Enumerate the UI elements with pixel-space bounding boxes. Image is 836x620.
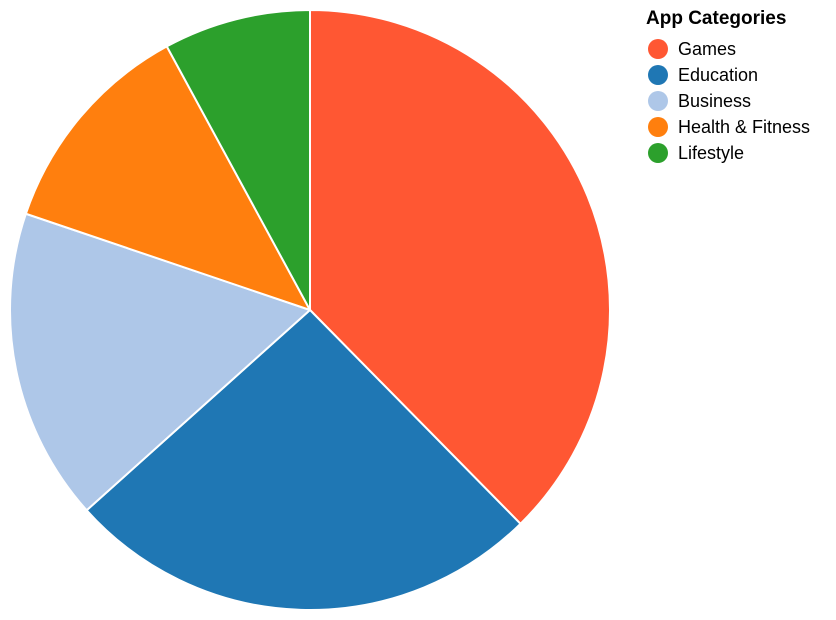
legend-item-business: Business [646, 88, 834, 114]
pie-slice-education [85, 309, 522, 611]
legend-item-games: Games [646, 36, 834, 62]
legend-label: Education [678, 65, 759, 85]
pie-slice-games [309, 9, 611, 525]
pie-slices [9, 9, 611, 611]
legend-label: Business [678, 91, 752, 111]
legend-swatch [648, 65, 668, 85]
legend-label: Health & Fitness [678, 117, 811, 137]
legend-label: Games [678, 39, 737, 59]
pie-slice-lifestyle [165, 9, 311, 311]
legend-item-lifestyle: Lifestyle [646, 140, 834, 166]
legend-item-health-fitness: Health & Fitness [646, 114, 834, 140]
legend-items: Games Education Business Health & Fitness Li… [646, 36, 834, 166]
legend-swatch [648, 117, 668, 137]
pie-slice-health-fitness [24, 45, 311, 311]
legend-swatch [648, 91, 668, 111]
pie-slice-business [9, 212, 311, 512]
legend-swatch [648, 143, 668, 163]
legend-title: App Categories [646, 8, 787, 29]
legend-swatch [648, 39, 668, 59]
legend-item-education: Education [646, 62, 834, 88]
pie-chart [9, 9, 611, 611]
legend: App Categories Games Education Business Hea… [646, 8, 834, 166]
legend-label: Lifestyle [678, 143, 745, 163]
